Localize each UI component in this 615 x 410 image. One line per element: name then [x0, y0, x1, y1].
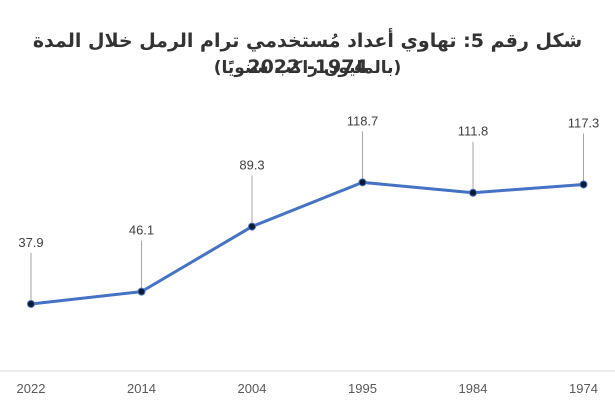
data-point [469, 188, 477, 197]
x-tick-label: 2014 [127, 381, 156, 396]
data-point [579, 180, 588, 189]
x-tick-label: 1974 [569, 381, 598, 396]
data-points [27, 178, 588, 308]
data-point [27, 299, 35, 308]
x-tick-label: 2004 [238, 381, 267, 396]
x-tick-label: 1984 [459, 381, 488, 396]
data-label: 89.3 [239, 158, 264, 173]
data-point [137, 287, 146, 296]
series-line [30, 180, 584, 306]
data-label: 117.3 [568, 115, 600, 130]
data-label: 111.8 [458, 124, 489, 139]
chart-subtitle: (بالمليون راكب سنويًا) [213, 58, 402, 78]
data-label: 46.1 [129, 223, 154, 238]
data-label: 118.7 [347, 113, 379, 128]
x-tick-labels: 2022 2014 2004 1995 1984 1974 [17, 381, 598, 396]
x-tick-label: 1995 [348, 381, 377, 396]
data-point [248, 222, 256, 231]
leader-lines [30, 131, 584, 301]
data-point [358, 178, 367, 187]
x-tick-label: 2022 [17, 381, 46, 396]
chart-title: شكل رقم 5: تهاوي أعداد مُستخدمي ترام الر… [32, 30, 583, 78]
data-label: 37.9 [18, 235, 43, 250]
data-labels: 37.9 46.1 89.3 118.7 111.8 117.3 [18, 113, 599, 250]
